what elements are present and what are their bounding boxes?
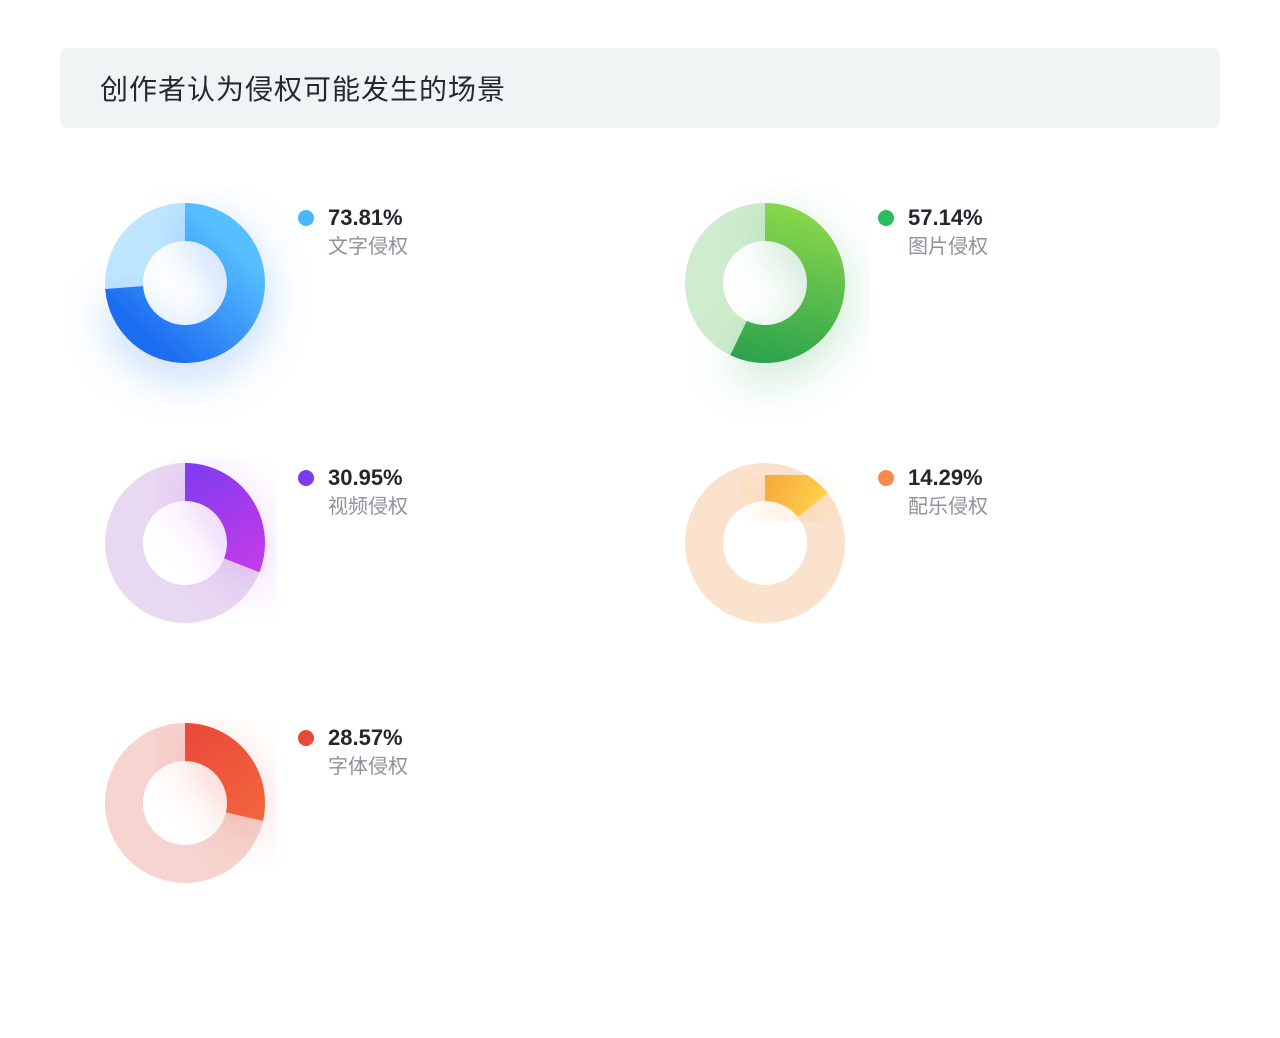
donut-arc — [185, 742, 246, 817]
chart-item: 30.95% 视频侵权 — [100, 458, 550, 628]
category-label: 图片侵权 — [908, 233, 988, 261]
legend: 73.81% 文字侵权 — [298, 198, 408, 261]
legend-dot — [298, 730, 314, 746]
percent-value: 30.95% — [328, 464, 408, 493]
chart-grid: 73.81% 文字侵权 57.14% 图片侵权 — [60, 198, 1220, 888]
chart-item: 28.57% 字体侵权 — [100, 718, 550, 888]
percent-value: 73.81% — [328, 204, 408, 233]
legend: 57.14% 图片侵权 — [878, 198, 988, 261]
percent-value: 57.14% — [908, 204, 988, 233]
category-label: 视频侵权 — [328, 493, 408, 521]
page-title: 创作者认为侵权可能发生的场景 — [100, 68, 1180, 108]
title-bar: 创作者认为侵权可能发生的场景 — [60, 48, 1220, 128]
legend: 14.29% 配乐侵权 — [878, 458, 988, 521]
chart-item: 73.81% 文字侵权 — [100, 198, 550, 368]
legend-dot — [878, 210, 894, 226]
chart-item: 14.29% 配乐侵权 — [680, 458, 1130, 628]
chart-item: 57.14% 图片侵权 — [680, 198, 1130, 368]
donut-chart — [680, 458, 850, 628]
category-label: 文字侵权 — [328, 233, 408, 261]
donut-chart — [680, 198, 850, 368]
donut-chart — [100, 718, 270, 888]
legend-dot — [298, 470, 314, 486]
donut-arc — [185, 482, 246, 565]
category-label: 配乐侵权 — [908, 493, 988, 521]
legend-dot — [878, 470, 894, 486]
category-label: 字体侵权 — [328, 753, 408, 781]
legend: 28.57% 字体侵权 — [298, 718, 408, 781]
legend: 30.95% 视频侵权 — [298, 458, 408, 521]
legend-dot — [298, 210, 314, 226]
percent-value: 14.29% — [908, 464, 988, 493]
donut-chart — [100, 458, 270, 628]
percent-value: 28.57% — [328, 724, 408, 753]
donut-chart — [100, 198, 270, 368]
